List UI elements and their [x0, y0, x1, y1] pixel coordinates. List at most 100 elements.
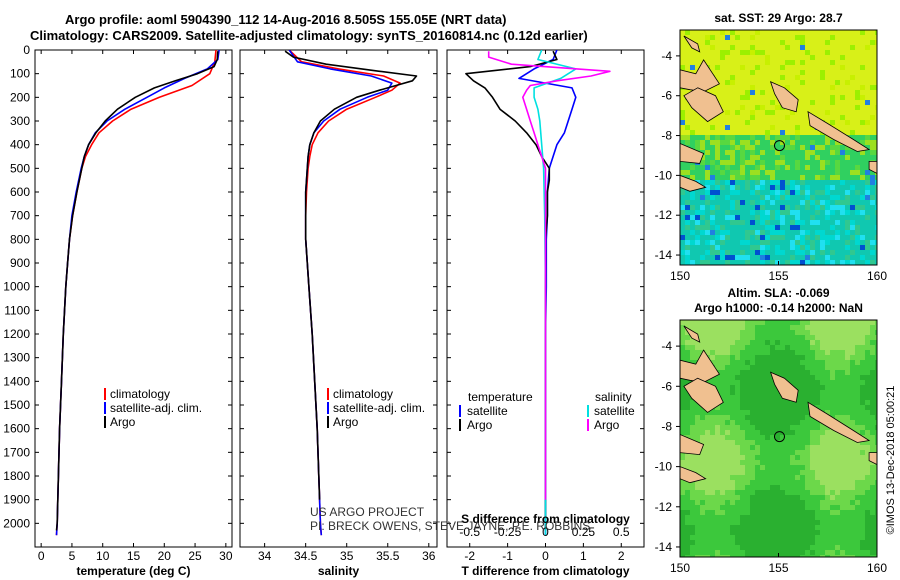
map-cell — [805, 515, 810, 520]
map-cell — [780, 135, 785, 140]
map-cell — [835, 260, 840, 265]
map-cell — [830, 240, 835, 245]
map-cell — [790, 255, 795, 260]
map-cell — [830, 440, 835, 445]
map-cell — [860, 520, 865, 525]
land — [683, 377, 724, 413]
map-cell — [730, 360, 735, 365]
map-cell — [735, 500, 740, 505]
map-cell — [805, 455, 810, 460]
map-cell — [745, 230, 750, 235]
map-cell — [680, 255, 685, 260]
map-cell — [815, 70, 820, 75]
plot-frame — [34, 49, 233, 548]
map-cell — [785, 210, 790, 215]
map-cell — [760, 555, 765, 557]
map-cell — [805, 245, 810, 250]
map-cell — [710, 70, 715, 75]
map-cell — [715, 190, 720, 195]
x-tick-label: 2 — [618, 549, 625, 563]
map-cell — [775, 185, 780, 190]
map-cell — [780, 120, 785, 125]
map-cell — [835, 235, 840, 240]
map-cell — [840, 370, 845, 375]
map-cell — [700, 340, 705, 345]
map-cell — [830, 340, 835, 345]
map-cell — [765, 515, 770, 520]
map-cell — [775, 505, 780, 510]
map-cell — [725, 220, 730, 225]
map-cell — [845, 255, 850, 260]
map-cell — [725, 375, 730, 380]
map-cell — [720, 525, 725, 530]
map-cell — [700, 335, 705, 340]
y-tick-label: -10 — [655, 460, 673, 474]
map-cell — [740, 470, 745, 475]
map-cell — [775, 30, 780, 35]
map-cell — [720, 145, 725, 150]
map-cell — [680, 50, 685, 55]
map-cell — [815, 210, 820, 215]
map-cell — [735, 125, 740, 130]
map-cell — [745, 385, 750, 390]
map-cell — [690, 170, 695, 175]
map-cell — [860, 210, 865, 215]
map-cell — [790, 445, 795, 450]
map-cell — [815, 330, 820, 335]
map-cell — [830, 520, 835, 525]
map-cell — [850, 260, 855, 265]
map-cell — [730, 95, 735, 100]
map-cell — [845, 150, 850, 155]
map-cell — [760, 235, 765, 240]
map-cell — [685, 415, 690, 420]
map-cell — [855, 225, 860, 230]
map-cell — [875, 120, 877, 125]
map-cell — [850, 520, 855, 525]
map-cell — [835, 360, 840, 365]
map-cell — [685, 205, 690, 210]
map-cell — [820, 60, 825, 65]
map-cell — [695, 320, 700, 325]
map-cell — [720, 115, 725, 120]
map-cell — [840, 365, 845, 370]
map-cell — [695, 345, 700, 350]
map-cell — [735, 60, 740, 65]
map-cell — [740, 195, 745, 200]
map-cell — [740, 180, 745, 185]
map-cell — [825, 75, 830, 80]
map-cell — [710, 45, 715, 50]
map-cell — [835, 405, 840, 410]
map-cell — [855, 65, 860, 70]
map-cell — [795, 30, 800, 35]
map-cell — [720, 490, 725, 495]
map-cell — [845, 120, 850, 125]
map-cell — [790, 40, 795, 45]
map-cell — [835, 335, 840, 340]
map-cell — [700, 120, 705, 125]
map-cell — [840, 255, 845, 260]
map-cell — [755, 230, 760, 235]
map-cell — [765, 160, 770, 165]
map-cell — [705, 185, 710, 190]
map-subtitle: Argo h1000: -0.14 h2000: NaN — [694, 301, 863, 315]
map-cell — [765, 495, 770, 500]
map-cell — [845, 320, 850, 325]
map-cell — [760, 115, 765, 120]
map-cell — [745, 185, 750, 190]
map-cell — [705, 170, 710, 175]
map-cell — [690, 455, 695, 460]
map-cell — [805, 550, 810, 555]
map-cell — [855, 45, 860, 50]
map-cell — [740, 425, 745, 430]
map-cell — [810, 430, 815, 435]
map-cell — [690, 320, 695, 325]
map-cell — [760, 440, 765, 445]
map-cell — [810, 215, 815, 220]
map-cell — [830, 165, 835, 170]
map-cell — [765, 55, 770, 60]
map-cell — [815, 390, 820, 395]
map-cell — [685, 225, 690, 230]
map-cell — [840, 165, 845, 170]
map-cell — [690, 125, 695, 130]
map-cell — [725, 440, 730, 445]
